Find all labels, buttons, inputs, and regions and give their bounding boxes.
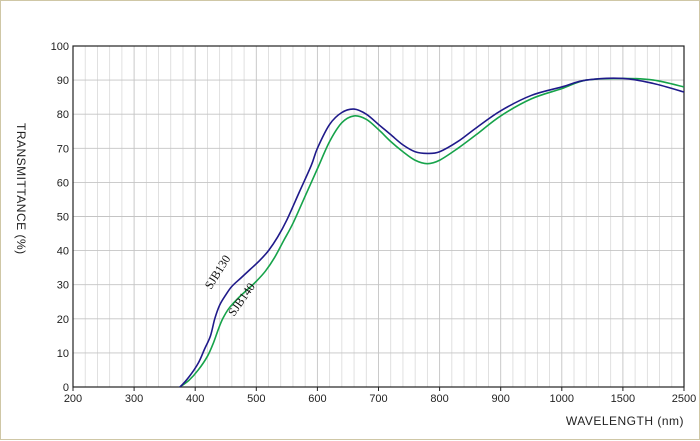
y-tick-label: 30 [57,280,69,292]
x-tick-label: 400 [186,393,204,405]
tick-labels: 200 300 400 500 600 700 800 900 1000 1500 2500 0 10 2… [51,41,697,405]
y-tick-label: 50 [57,212,69,224]
grid [73,45,684,387]
y-tick-label: 90 [57,75,69,87]
y-tick-label: 40 [57,246,69,258]
y-tick-label: 70 [57,143,69,155]
x-tick-label: 600 [308,393,326,405]
y-tick-label: 10 [57,348,69,360]
series-lines [178,77,684,387]
y-tick-label: 80 [57,109,69,121]
series-label-sjb140: SJB140 [225,280,258,319]
x-tick-label: 900 [492,393,510,405]
x-axis-title: WAVELENGTH (nm) [566,414,684,428]
y-axis-title: TRANSMITTANCE (%) [14,123,28,255]
x-tick-label: 1000 [550,393,574,405]
x-tick-label: 1500 [611,393,635,405]
series-line-sjb140 [178,77,684,387]
x-tick-label: 800 [430,393,448,405]
x-tick-label: 2500 [672,393,696,405]
x-tick-label: 500 [247,393,265,405]
series-label-sjb130: SJB130 [202,252,234,291]
series-line-sjb130 [178,77,684,387]
x-tick-label: 300 [125,393,143,405]
y-tick-label: 20 [57,314,69,326]
x-tick-label: 200 [64,393,82,405]
y-tick-label: 0 [63,382,69,394]
x-tick-label: 700 [369,393,387,405]
y-tick-label: 60 [57,177,69,189]
y-tick-label: 100 [51,41,69,53]
